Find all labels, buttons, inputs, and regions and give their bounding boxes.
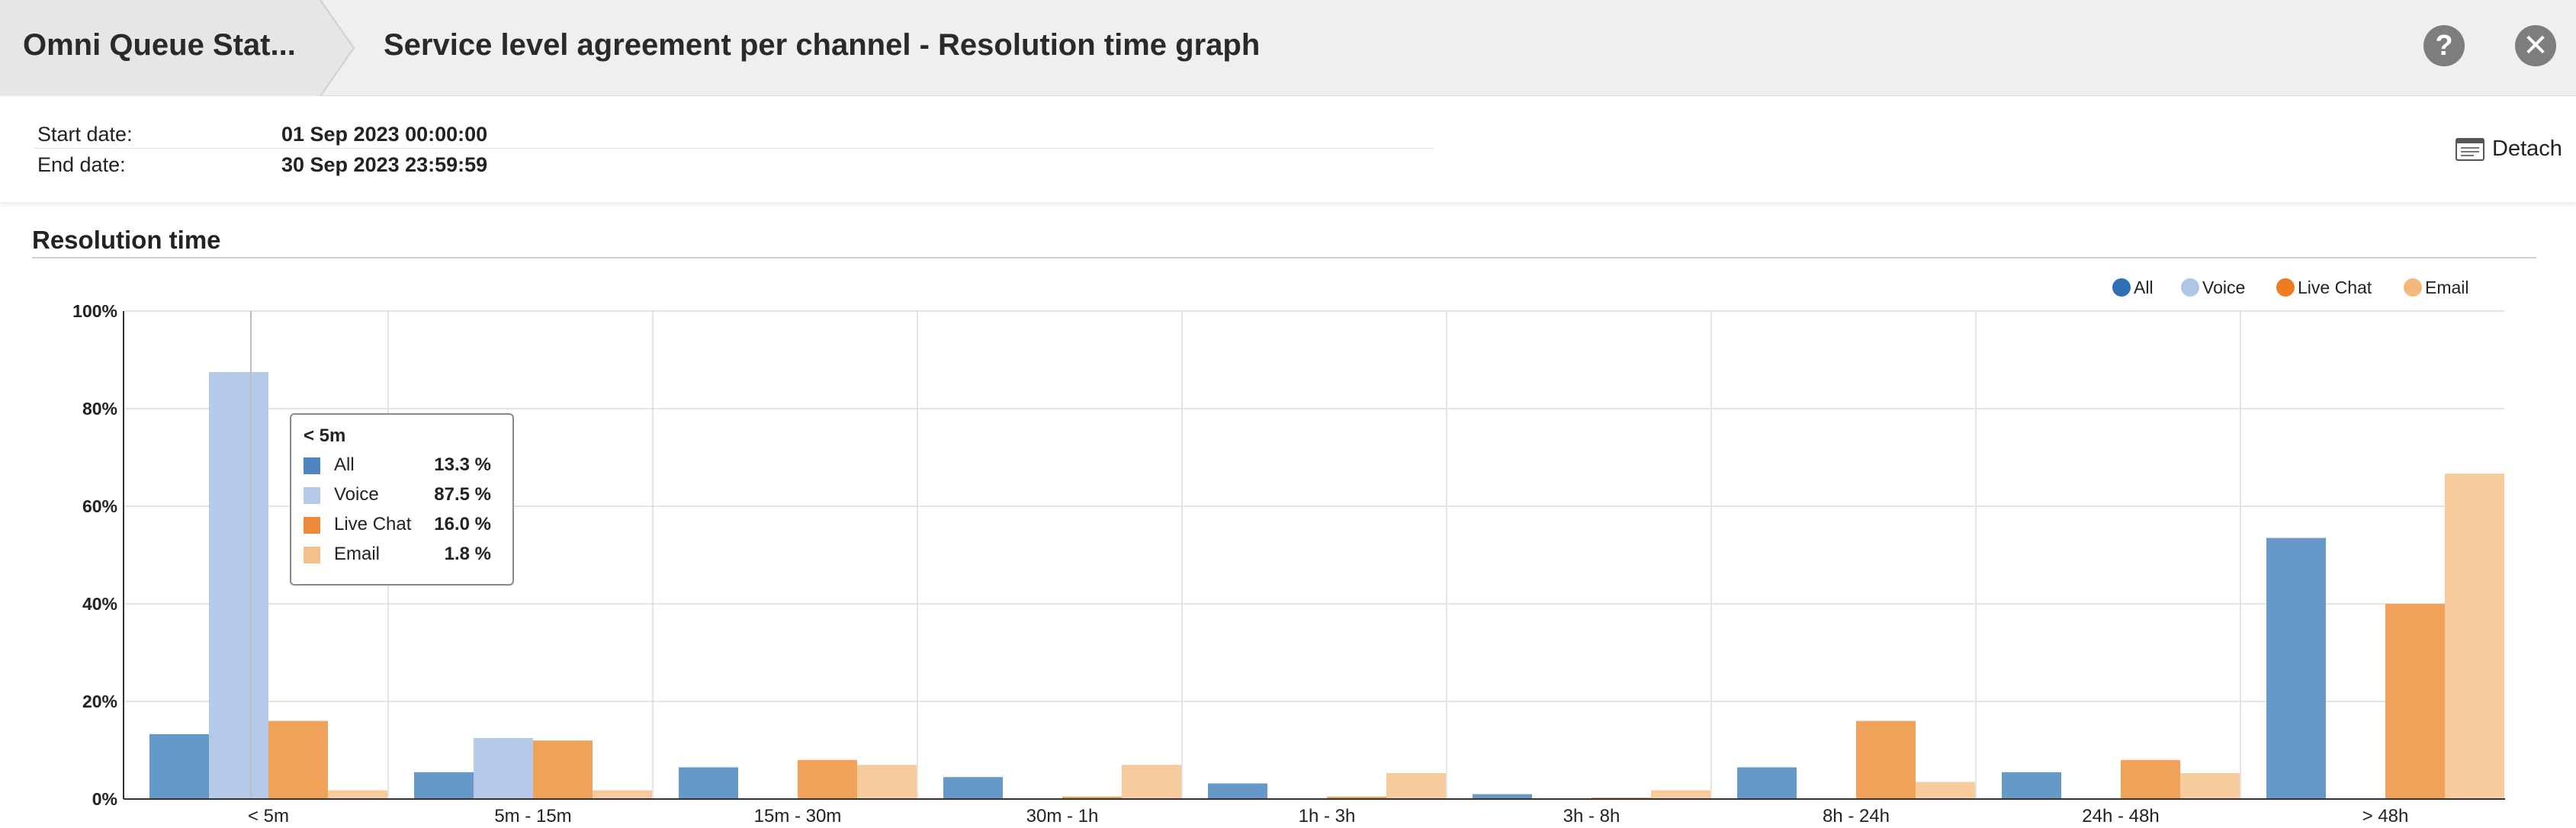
bar-email: [328, 790, 387, 799]
bar-all: [2002, 772, 2061, 799]
bar-live-chat: [798, 759, 857, 799]
tooltip-name: Voice: [334, 484, 379, 505]
bar-email: [2180, 773, 2240, 799]
tooltip-row: Voice 87.5 %: [304, 483, 500, 512]
y-tick-label: 100%: [72, 301, 117, 321]
legend-label: Voice: [2202, 278, 2245, 297]
chart-axes: 0% 20% 40% 60% 80% 100% < 5m 5m - 15m 15m - 30m 3…: [72, 301, 2505, 826]
detach-icon: [2456, 138, 2484, 161]
date-info-panel: Start date: 01 Sep 2023 00:00:00 End dat…: [0, 97, 2576, 202]
tooltip-name: Live Chat: [334, 514, 412, 534]
page-title: Service level agreement per channel - Re…: [384, 28, 1261, 62]
x-tick-label: 24h - 48h: [2082, 806, 2159, 826]
x-tick-label: 30m - 1h: [1026, 806, 1099, 826]
bar-voice: [474, 738, 533, 799]
bar-live-chat: [1062, 796, 1122, 799]
breadcrumb-label[interactable]: Omni Queue Stat...: [23, 28, 296, 62]
legend-label: Email: [2425, 278, 2469, 297]
x-tick-label: 5m - 15m: [494, 806, 571, 826]
bar-email: [593, 790, 652, 799]
resolution-time-chart: 0% 20% 40% 60% 80% 100% < 5m 5m - 15m 15m - 30m 3…: [72, 278, 2505, 826]
bar-live-chat: [533, 740, 593, 799]
legend-label: Live Chat: [2298, 278, 2372, 297]
tooltip-name: Email: [334, 544, 381, 564]
header-bar: Omni Queue Stat... Service level agreeme…: [0, 0, 2576, 96]
y-tick-label: 80%: [82, 399, 117, 419]
x-tick-label: 15m - 30m: [754, 806, 842, 826]
tooltip-value: 13.3 %: [434, 454, 491, 475]
tooltip-value: 1.8 %: [444, 544, 491, 564]
bar-email: [1386, 773, 1446, 799]
tooltip-row: Live Chat 16.0 %: [304, 512, 500, 542]
close-icon[interactable]: ✕: [2515, 25, 2556, 66]
bar-email: [1122, 765, 1181, 799]
bar-email: [1916, 781, 1975, 799]
bar-all: [414, 772, 474, 799]
tooltip-value: 16.0 %: [434, 514, 491, 534]
chart-grid: [124, 310, 2505, 799]
chart-tooltip: < 5m All 13.3 % Voice 87.5 % Live Chat 1…: [290, 413, 514, 586]
bar-email: [2445, 473, 2504, 799]
legend-label: All: [2134, 278, 2154, 297]
tooltip-title: < 5m: [304, 425, 346, 446]
bar-voice: [209, 372, 268, 799]
bar-email: [1651, 790, 1710, 799]
bar-all: [679, 767, 738, 799]
breadcrumb-arrow-icon: [311, 0, 355, 96]
chart-bars: [149, 372, 2504, 799]
end-date-value: 30 Sep 2023 23:59:59: [281, 153, 488, 176]
chart-legend: All Voice Live Chat Email: [2112, 278, 2469, 297]
bar-all: [1473, 794, 1532, 799]
legend-marker-voice: [2181, 278, 2199, 297]
bar-live-chat: [268, 720, 328, 799]
x-tick-label: > 48h: [2362, 806, 2409, 826]
tooltip-name: All: [334, 454, 355, 475]
tooltip-swatch-voice: [304, 487, 320, 504]
tooltip-swatch-live-chat: [304, 517, 320, 534]
legend-marker-all: [2112, 278, 2131, 297]
help-icon[interactable]: ?: [2423, 25, 2465, 66]
bar-email: [857, 765, 917, 799]
y-tick-label: 0%: [92, 789, 117, 809]
tooltip-row: Email 1.8 %: [304, 542, 500, 572]
start-date-row: Start date: 01 Sep 2023 00:00:00: [34, 120, 1434, 149]
bar-all: [1737, 767, 1797, 799]
tooltip-value: 87.5 %: [434, 484, 491, 505]
legend-marker-live-chat: [2276, 278, 2295, 297]
section-title: Resolution time: [32, 226, 221, 254]
y-tick-label: 40%: [82, 594, 117, 614]
bar-all: [943, 777, 1003, 799]
x-tick-label: < 5m: [248, 806, 289, 826]
x-tick-label: 1h - 3h: [1299, 806, 1356, 826]
tooltip-swatch-email: [304, 547, 320, 563]
detach-label[interactable]: Detach: [2492, 136, 2562, 161]
tooltip-row: All 13.3 %: [304, 453, 500, 483]
legend-marker-email: [2404, 278, 2422, 297]
x-tick-label: 8h - 24h: [1823, 806, 1890, 826]
bar-all: [1208, 783, 1267, 799]
bar-live-chat: [2385, 604, 2445, 799]
bar-all: [2266, 538, 2326, 799]
bar-live-chat: [1327, 796, 1386, 799]
section-divider: [32, 257, 2536, 258]
y-tick-label: 20%: [82, 692, 117, 711]
end-date-label: End date:: [37, 153, 126, 176]
start-date-value: 01 Sep 2023 00:00:00: [281, 123, 488, 146]
y-tick-label: 60%: [82, 496, 117, 516]
bar-live-chat: [2121, 759, 2180, 799]
breadcrumb[interactable]: Omni Queue Stat...: [0, 0, 320, 96]
start-date-label: Start date:: [37, 123, 133, 146]
tooltip-swatch-all: [304, 457, 320, 474]
bar-all: [149, 733, 209, 799]
x-tick-label: 3h - 8h: [1563, 806, 1620, 826]
end-date-row: End date: 30 Sep 2023 23:59:59: [34, 150, 1434, 181]
bar-live-chat: [1856, 720, 1916, 799]
